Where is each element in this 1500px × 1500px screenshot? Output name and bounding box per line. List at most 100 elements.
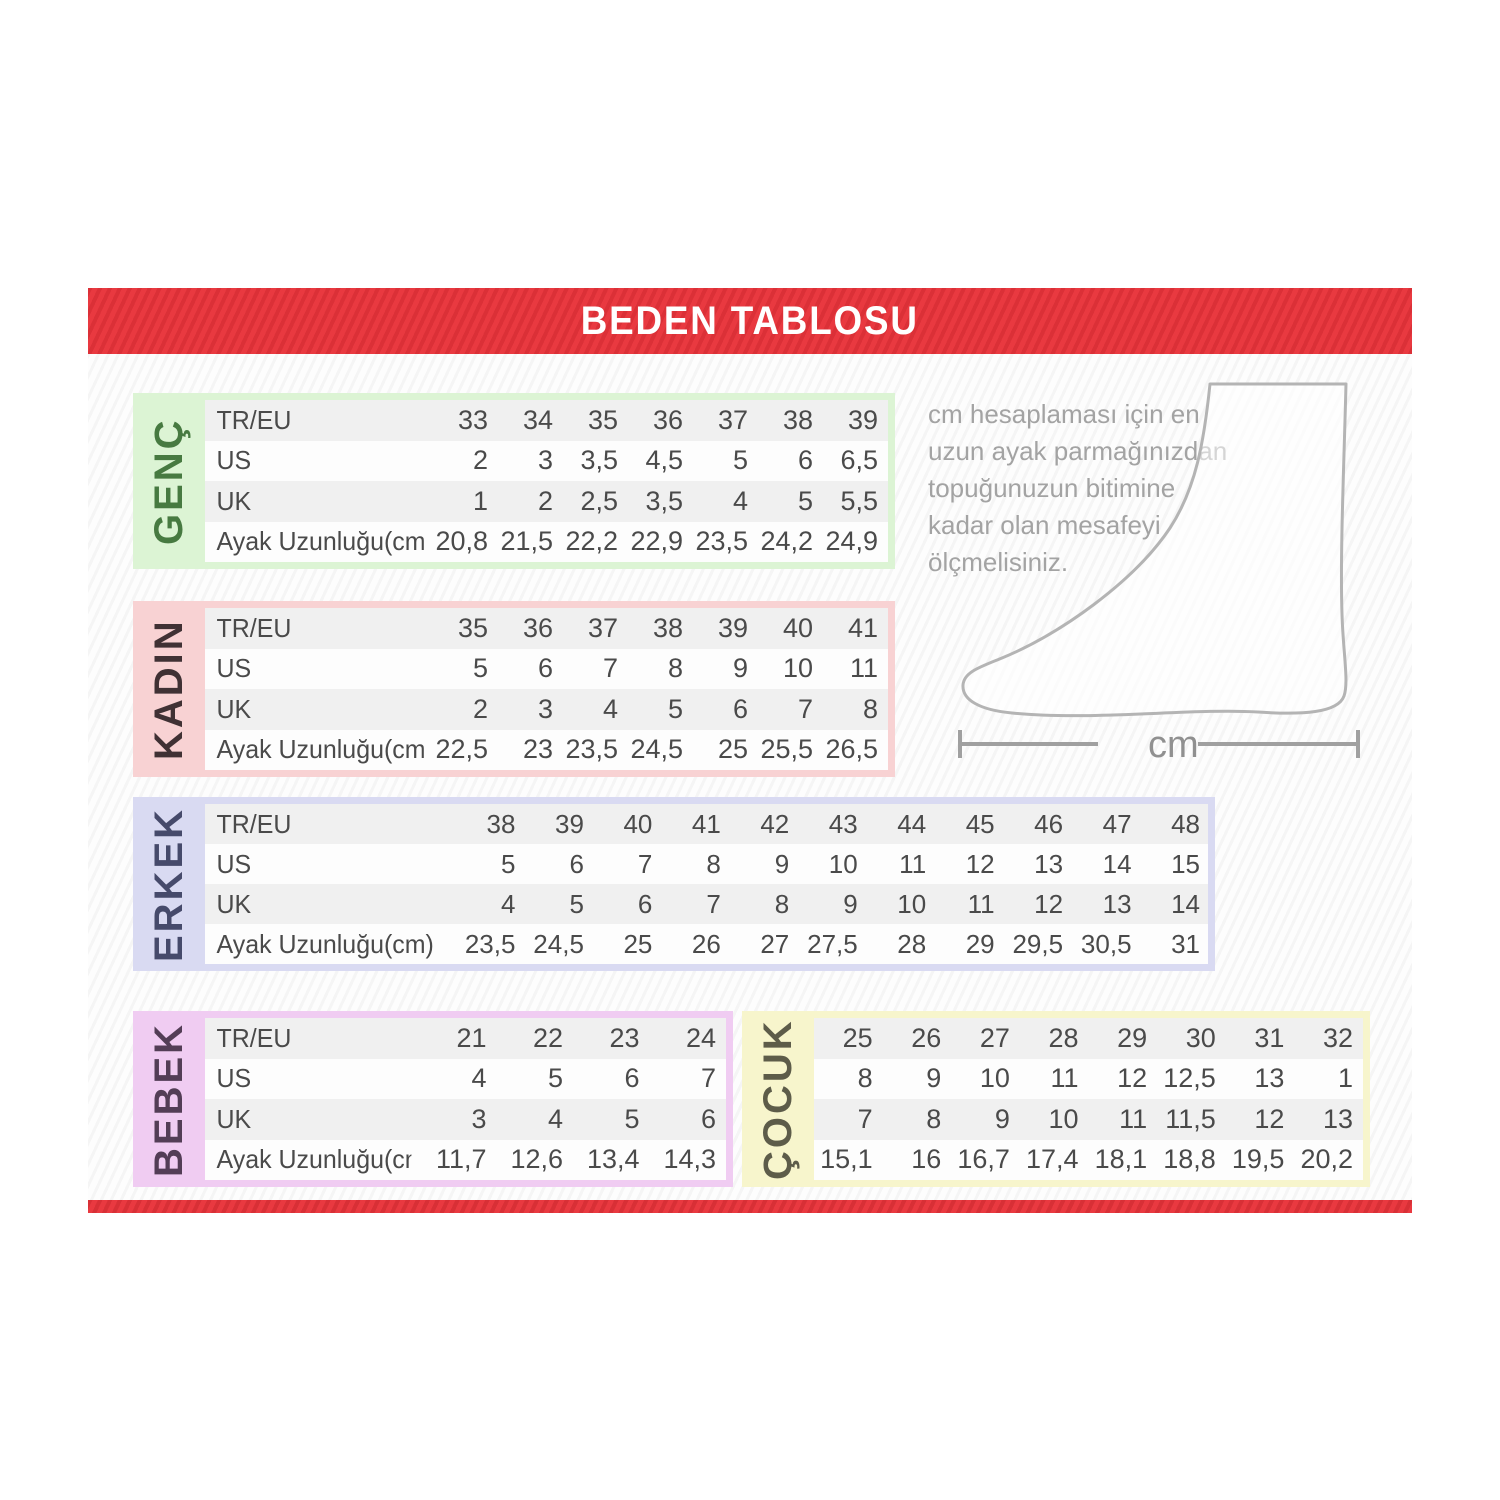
- row-header: US: [216, 848, 252, 879]
- cell-value: 30,5: [1080, 928, 1132, 959]
- cell-value: 41: [691, 808, 721, 839]
- cell-value: 1: [1337, 1063, 1353, 1094]
- cell-value: 4: [500, 888, 516, 919]
- cell-value: 5: [797, 485, 813, 516]
- cell-value: 22,5: [435, 734, 488, 765]
- cell-value: 35: [587, 404, 618, 435]
- cell-value: 17,4: [1025, 1144, 1079, 1175]
- cell-value: 10: [828, 848, 858, 879]
- cell-value: 6: [637, 888, 653, 919]
- erkek-label: ERKEK: [147, 806, 191, 962]
- table-row: 8 9 10 11 12 12,5 13 1: [814, 1058, 1363, 1099]
- table-row: 15,1 16 16,7 17,4 18,1 18,8 19,5 20,2: [814, 1139, 1363, 1180]
- cell-value: 28: [1048, 1022, 1079, 1053]
- cell-value: 20,2: [1300, 1144, 1353, 1175]
- kadin-label: KADIN: [147, 618, 191, 760]
- cell-value: 24,5: [533, 928, 584, 959]
- cell-value: 5: [732, 445, 748, 476]
- cell-value: 12: [1034, 888, 1064, 919]
- cell-value: 2: [537, 485, 553, 516]
- cell-value: 4: [732, 485, 748, 516]
- cell-value: 5: [500, 848, 516, 879]
- cell-value: 4: [602, 693, 618, 724]
- cell-value: 19,5: [1231, 1144, 1285, 1175]
- cell-value: 39: [847, 404, 878, 435]
- cell-value: 29: [1117, 1022, 1148, 1053]
- cell-value: 11: [899, 848, 927, 879]
- row-header: US: [216, 445, 252, 476]
- cell-value: 30: [1185, 1022, 1216, 1053]
- table-row: US 5 6 7 8 9 10 11: [205, 648, 888, 689]
- page-title: BEDEN TABLOSU: [580, 298, 920, 343]
- cell-value: 15,1: [820, 1144, 873, 1175]
- cell-value: 42: [760, 808, 790, 839]
- cocuk-label: ÇOCUK: [756, 1018, 800, 1180]
- cell-value: 12: [965, 848, 995, 879]
- cell-value: 13: [1102, 888, 1132, 919]
- table-row: TR/EU 35 36 37 38 39 40 41: [205, 608, 888, 649]
- cell-value: 25: [717, 734, 748, 765]
- table-row: 7 8 9 10 11 11,5 12 13: [814, 1099, 1363, 1140]
- cell-value: 25,5: [760, 734, 813, 765]
- kadin-rows: TR/EU 35 36 37 38 39 40 41 US 5 6 7 8 9 10 11 UK 2 3 4 5 6 7 8 A…: [205, 608, 888, 770]
- cell-value: 5: [624, 1103, 640, 1134]
- cell-value: 11,7: [435, 1144, 487, 1175]
- table-row: UK 1 2 2,5 3,5 4 5 5,5: [205, 481, 888, 522]
- cell-value: 23: [609, 1022, 640, 1053]
- cell-value: 46: [1034, 808, 1064, 839]
- table-row: TR/EU 33 34 35 36 37 38 39: [205, 400, 888, 441]
- table-row: Ayak Uzunluğu(cm) 20,8 21,5 22,2 22,9 23,5 24,…: [205, 521, 888, 562]
- cell-value: 20,8: [435, 526, 488, 557]
- cell-value: 1: [472, 485, 488, 516]
- cell-value: 11: [1119, 1103, 1148, 1134]
- table-row: US 5 6 7 8 9 10 11 12 13 14 15: [205, 844, 1208, 884]
- cell-value: 18,8: [1163, 1144, 1216, 1175]
- cell-value: 43: [828, 808, 858, 839]
- cell-value: 12: [1254, 1103, 1285, 1134]
- cell-value: 7: [706, 888, 721, 919]
- cell-value: 6: [569, 848, 584, 879]
- cell-value: 24,9: [825, 526, 878, 557]
- row-header: TR/EU: [216, 1022, 292, 1053]
- erkek-rows: TR/EU 38 39 40 41 42 43 44 45 46 47 48 US 5 6 7 8 9 10 11 12…: [205, 804, 1208, 964]
- cell-value: 33: [457, 404, 488, 435]
- bebek-label: BEBEK: [147, 1021, 191, 1177]
- cell-value: 29,5: [1012, 928, 1064, 959]
- cell-value: 12: [1117, 1063, 1148, 1094]
- cell-value: 12,6: [510, 1144, 563, 1175]
- cell-value: 10: [1048, 1103, 1079, 1134]
- cell-value: 10: [782, 653, 813, 684]
- cell-value: 23,5: [695, 526, 748, 557]
- cell-value: 14: [1171, 888, 1200, 919]
- cell-value: 21: [456, 1022, 487, 1053]
- cell-value: 13: [1034, 848, 1064, 879]
- cell-value: 38: [652, 612, 683, 643]
- cell-value: 23,5: [464, 928, 516, 959]
- cell-value: 6: [624, 1063, 640, 1094]
- row-header: UK: [216, 693, 252, 724]
- table-row: Ayak Uzunluğu(cm) 23,5 24,5 25 26 27 27,5 28 29 2…: [205, 924, 1208, 964]
- cell-value: 3: [537, 693, 553, 724]
- cell-value: 3,5: [580, 445, 618, 476]
- cell-value: 2: [472, 445, 488, 476]
- row-header: TR/EU: [216, 404, 292, 435]
- row-header: TR/EU: [216, 808, 292, 839]
- cell-value: 41: [847, 612, 878, 643]
- row-header: TR/EU: [216, 612, 292, 643]
- cell-value: 12,5: [1163, 1063, 1216, 1094]
- cell-value: 9: [732, 653, 748, 684]
- table-row: 25 26 27 28 29 30 31 32: [814, 1018, 1363, 1059]
- cell-value: 5: [569, 888, 584, 919]
- cell-value: 40: [623, 808, 653, 839]
- cm-label: cm: [1148, 724, 1199, 766]
- cell-value: 28: [897, 928, 927, 959]
- table-row: Ayak Uzunluğu(cm) 22,5 23 23,5 24,5 25 25,5 26,…: [205, 729, 888, 770]
- size-table-kadin: KADIN TR/EU 35 36 37 38 39 40 41 US 5 6 7 8 9 10 11 UK 2 3…: [133, 601, 895, 777]
- table-row: US 4 5 6 7: [205, 1058, 726, 1099]
- cell-value: 44: [897, 808, 927, 839]
- cell-value: 37: [587, 612, 618, 643]
- cell-value: 35: [457, 612, 488, 643]
- cell-value: 23,5: [565, 734, 618, 765]
- header-bar: BEDEN TABLOSU: [88, 288, 1412, 354]
- cell-value: 24,5: [630, 734, 683, 765]
